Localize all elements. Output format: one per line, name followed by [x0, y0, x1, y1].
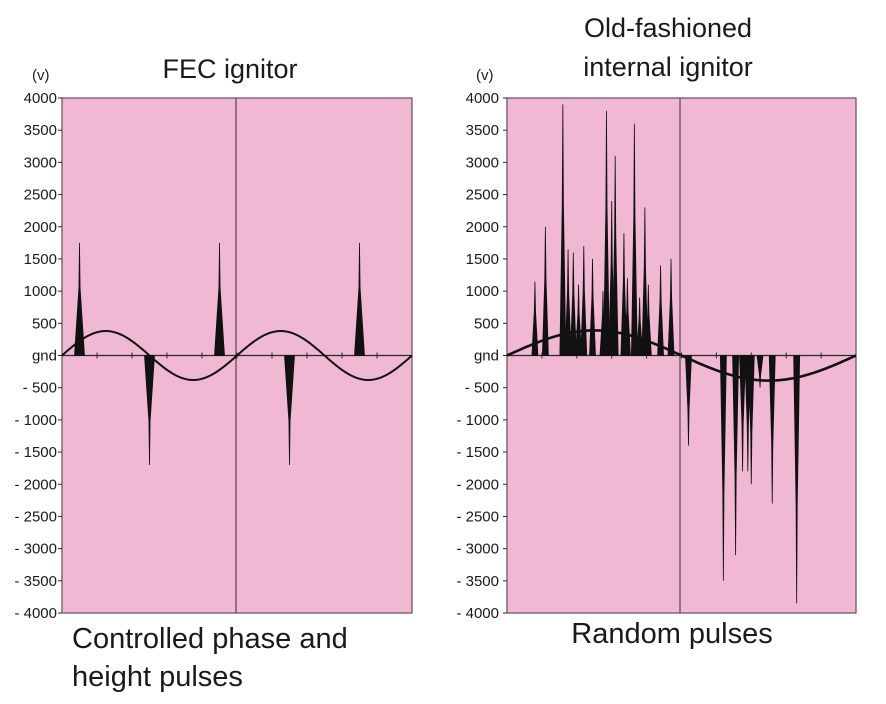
- y-tick-label: gnd: [474, 348, 499, 365]
- pulse-spike: [144, 355, 155, 465]
- pulse-spike: [214, 242, 225, 356]
- sine-waveform: [61, 330, 413, 381]
- chart-caption: Random pulses: [571, 618, 773, 650]
- y-tick-label: - 3500: [456, 573, 499, 590]
- pulse-spike: [531, 281, 539, 356]
- chart-title: Old-fashioned: [584, 13, 752, 43]
- y-tick-label: 1500: [24, 251, 57, 268]
- y-tick-label: 1500: [466, 251, 499, 268]
- pulse-spike: [793, 355, 801, 604]
- y-axis-unit: (v): [32, 67, 50, 84]
- chart-old-fashioned-ignitor: 4000 3500 3000 2500 2000 1500 1000 500 gnd - 500 -…: [456, 13, 857, 650]
- y-tick-label: - 1000: [456, 412, 499, 429]
- y-tick-label: 3500: [466, 122, 499, 139]
- pulse-spike: [657, 265, 664, 356]
- pulse-spike: [667, 258, 675, 356]
- y-tick-label: - 3000: [456, 541, 499, 558]
- y-tick-label: - 3000: [14, 541, 57, 558]
- chart-title: FEC ignitor: [162, 54, 297, 84]
- y-tick-label: gnd: [32, 348, 57, 365]
- y-tick-label: - 500: [465, 380, 499, 397]
- pulse-spike: [580, 246, 588, 356]
- chart-fec-ignitor: 4000 3500 3000 2500 2000 1500 1000 500 gnd - 500 -…: [14, 54, 413, 693]
- pulse-spike: [74, 242, 85, 356]
- y-tick-label: - 2500: [14, 508, 57, 525]
- y-tick-label: - 2500: [456, 508, 499, 525]
- y-tick-label: 2000: [24, 219, 57, 236]
- y-tick-label: 4000: [466, 90, 499, 107]
- y-axis-unit: (v): [476, 67, 494, 84]
- pulse-spike: [747, 355, 755, 485]
- y-tick-label: 3500: [24, 122, 57, 139]
- y-tick-label: 1000: [466, 283, 499, 300]
- y-tick-label: - 1500: [14, 444, 57, 461]
- y-tick-label: - 4000: [14, 605, 57, 622]
- y-tick-label: 500: [474, 315, 499, 332]
- y-tick-label: 4000: [24, 90, 57, 107]
- y-tick-label: 500: [32, 315, 57, 332]
- y-tick-label: 2000: [466, 219, 499, 236]
- y-tick-label: - 1500: [456, 444, 499, 461]
- y-tick-label: 1000: [24, 283, 57, 300]
- y-tick-label: - 2000: [14, 476, 57, 493]
- pulse-spike: [768, 355, 776, 504]
- y-tick-label: 2500: [24, 187, 57, 204]
- pulse-spike: [685, 355, 692, 446]
- y-tick-label: - 1000: [14, 412, 57, 429]
- y-tick-label: 3000: [466, 154, 499, 171]
- y-tick-label: - 500: [23, 380, 57, 397]
- pulse-spike: [719, 355, 727, 581]
- y-tick-label: 2500: [466, 187, 499, 204]
- pulse-spike: [354, 242, 365, 356]
- chart-title: internal ignitor: [583, 52, 753, 82]
- pulse-spike: [641, 207, 649, 356]
- y-tick-label: - 2000: [456, 476, 499, 493]
- y-tick-label: 3000: [24, 154, 57, 171]
- y-tick-label: - 3500: [14, 573, 57, 590]
- pulse-spike: [284, 355, 295, 465]
- pulse-spike: [732, 355, 740, 556]
- y-tick-label: - 4000: [456, 605, 499, 622]
- chart-caption: Controlled phase and: [72, 623, 348, 655]
- chart-caption: height pulses: [72, 661, 243, 693]
- sine-waveform: [506, 329, 857, 382]
- pulse-spike: [611, 155, 619, 356]
- pulse-spike: [541, 226, 549, 356]
